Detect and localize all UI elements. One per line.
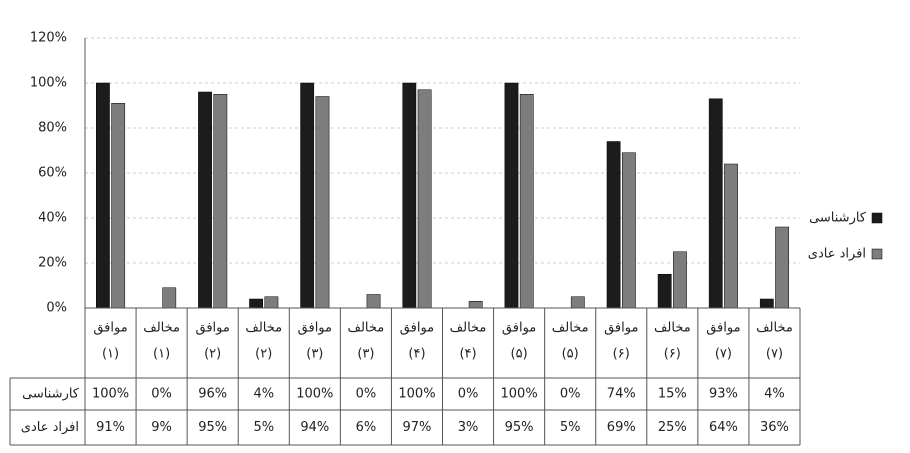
table-value: 74% — [607, 387, 636, 402]
x-tick-label: مخالف — [245, 321, 282, 336]
table-value: 5% — [253, 420, 274, 435]
table-value: 94% — [300, 420, 329, 435]
table-value: 69% — [607, 420, 636, 435]
bar — [162, 287, 177, 309]
y-tick-label: 40% — [38, 211, 67, 226]
y-tick-label: 120% — [30, 31, 67, 46]
table-value: 96% — [198, 387, 227, 402]
y-tick-label: 60% — [38, 166, 67, 181]
x-tick-label: (۶) — [664, 347, 681, 362]
table-value: 91% — [96, 420, 125, 435]
table-value: 93% — [709, 387, 738, 402]
table-row-label: افراد عادی — [21, 420, 79, 435]
y-tick-label: 100% — [30, 76, 67, 91]
x-tick-label: (۴) — [459, 347, 476, 362]
table-value: 100% — [398, 387, 435, 402]
x-tick-label: موافق — [298, 321, 332, 336]
x-tick-label: مخالف — [552, 321, 589, 336]
y-tick-label: 0% — [46, 301, 67, 316]
bar — [96, 82, 110, 309]
table-value: 0% — [560, 387, 581, 402]
x-tick-label: موافق — [195, 321, 229, 336]
x-tick-label: مخالف — [756, 321, 793, 336]
legend-swatch — [871, 212, 883, 224]
x-tick-label: (۵) — [511, 347, 528, 362]
table-value: 64% — [709, 420, 738, 435]
x-tick-label: مخالف — [654, 321, 691, 336]
x-tick-label: موافق — [400, 321, 434, 336]
bar — [724, 163, 738, 309]
legend-swatch — [871, 248, 883, 260]
x-tick-label: (۳) — [357, 347, 374, 362]
x-tick-label: مخالف — [143, 321, 180, 336]
y-tick-label: 80% — [38, 121, 67, 136]
table-value: 9% — [151, 420, 172, 435]
bar — [606, 141, 621, 309]
x-tick-label: (۲) — [204, 347, 221, 362]
bar — [708, 98, 723, 309]
x-tick-label: (۷) — [715, 347, 732, 362]
bar — [657, 274, 672, 309]
bar — [775, 226, 789, 309]
x-tick-label: مخالف — [450, 321, 487, 336]
table-value: 25% — [658, 420, 687, 435]
x-tick-label: (۶) — [613, 347, 630, 362]
x-tick-label: موافق — [502, 321, 536, 336]
bar — [468, 301, 483, 309]
table-value: 95% — [505, 420, 534, 435]
bar — [673, 251, 687, 309]
legend-label: افراد عادی — [808, 247, 866, 262]
bar — [315, 96, 330, 309]
x-tick-label: (۳) — [306, 347, 323, 362]
bar — [622, 152, 636, 309]
table-value: 0% — [356, 387, 377, 402]
table-value: 0% — [151, 387, 172, 402]
bar — [417, 89, 432, 309]
x-tick-label: موافق — [706, 321, 740, 336]
table-value: 100% — [501, 387, 538, 402]
table-value: 100% — [296, 387, 333, 402]
bar — [300, 82, 315, 309]
table-row-label: کارشناسی — [22, 387, 80, 402]
bar — [759, 298, 774, 309]
bar — [570, 296, 585, 309]
table-value: 100% — [92, 387, 129, 402]
table-value: 95% — [198, 420, 227, 435]
bar — [504, 82, 519, 309]
table-value: 36% — [760, 420, 789, 435]
x-tick-label: مخالف — [348, 321, 385, 336]
x-tick-label: موافق — [93, 321, 127, 336]
table-value: 97% — [403, 420, 432, 435]
table-value: 4% — [764, 387, 785, 402]
x-tick-label: (۱) — [102, 347, 119, 362]
table-value: 3% — [458, 420, 479, 435]
table-value: 5% — [560, 420, 581, 435]
bar — [402, 82, 417, 309]
x-tick-label: موافق — [604, 321, 638, 336]
x-tick-label: (۵) — [562, 347, 579, 362]
legend-label: کارشناسی — [809, 211, 867, 226]
bar — [519, 94, 534, 309]
x-tick-label: (۲) — [255, 347, 272, 362]
x-tick-label: (۴) — [408, 347, 425, 362]
table-value: 4% — [253, 387, 274, 402]
y-tick-label: 20% — [38, 256, 67, 271]
bar — [264, 296, 279, 309]
x-tick-label: (۷) — [766, 347, 783, 362]
bar — [111, 103, 126, 309]
bar — [213, 94, 228, 309]
table-value: 0% — [458, 387, 479, 402]
table-value: 15% — [658, 387, 687, 402]
bar — [249, 298, 264, 309]
bar — [366, 294, 381, 309]
x-tick-label: (۱) — [153, 347, 170, 362]
bar — [198, 91, 212, 309]
table-value: 6% — [356, 420, 377, 435]
